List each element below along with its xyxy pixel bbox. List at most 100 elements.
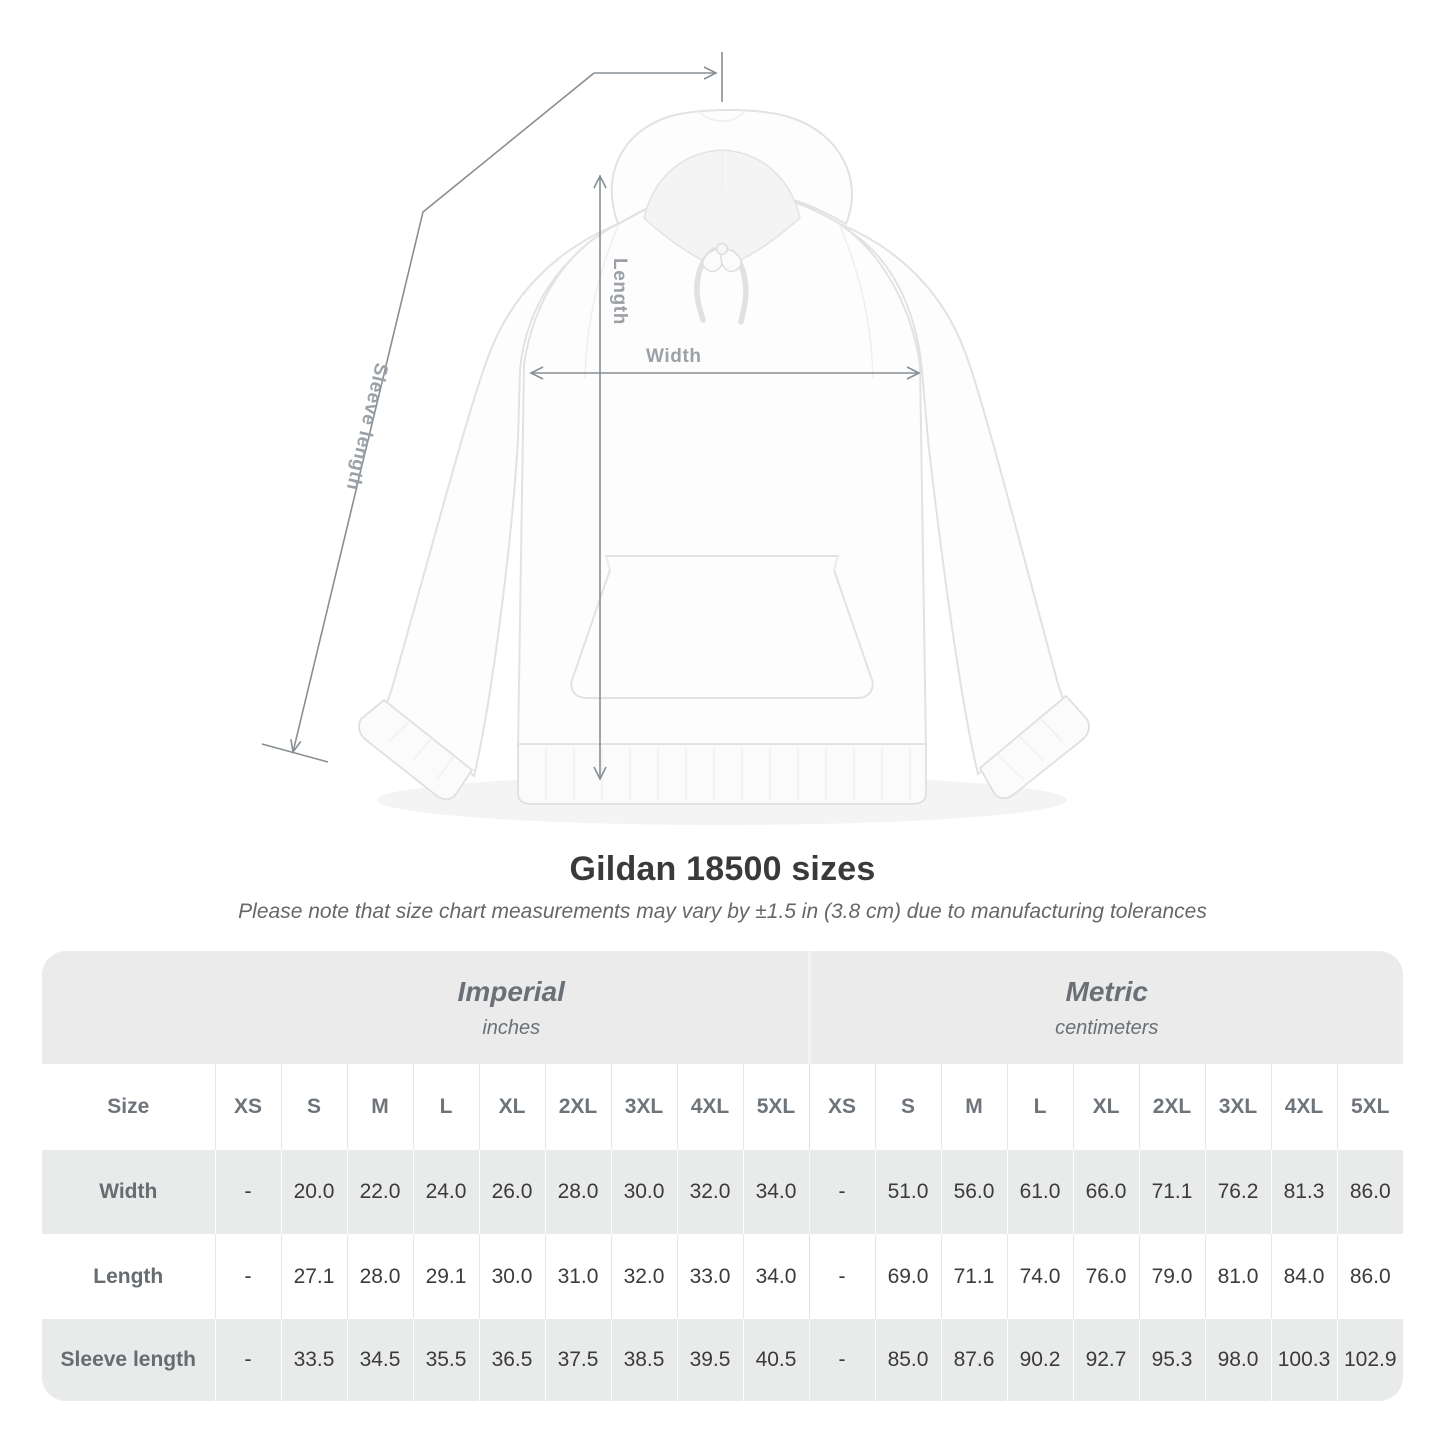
length-arrow-icon (593, 174, 607, 781)
hoodie-right-cuff (978, 694, 1090, 800)
section-header-spacer (42, 951, 215, 1064)
length-imperial-value: 32.0 (610, 1234, 677, 1319)
size-header: M (346, 1064, 413, 1150)
size-chart-card: Imperial inches Metric centimeters Size … (42, 951, 1403, 1401)
length-imperial-value: 30.0 (478, 1234, 545, 1319)
length-imperial-value: 29.1 (412, 1234, 479, 1319)
metric-section-title: Metric (1065, 975, 1148, 1007)
length-row: Length - 27.1 28.0 29.1 30.0 31.0 32.0 3… (42, 1234, 1403, 1319)
length-metric-value: 69.0 (874, 1234, 941, 1319)
imperial-section-title: Imperial (457, 975, 565, 1007)
section-header-row: Imperial inches Metric centimeters (42, 951, 1403, 1064)
length-imperial-value: 33.0 (676, 1234, 743, 1319)
sleeve-imperial-value: 38.5 (610, 1319, 677, 1401)
page-title: Gildan 18500 sizes (569, 850, 876, 888)
hoodie-diagram: Length Width Sleeve length (261, 52, 1090, 825)
size-column-label: Size (107, 1095, 150, 1118)
width-metric-value: - (808, 1150, 875, 1234)
width-imperial-value: 20.0 (280, 1150, 347, 1234)
size-header: M (940, 1064, 1007, 1150)
sleeve-length-row: Sleeve length - 33.5 34.5 35.5 36.5 37.5… (42, 1319, 1403, 1401)
hoodie-hem-band (517, 743, 927, 805)
width-imperial-value: 28.0 (544, 1150, 611, 1234)
length-metric-value: 74.0 (1006, 1234, 1073, 1319)
cuff-rib-lines (388, 717, 1064, 781)
sleeve-metric-value: 90.2 (1006, 1319, 1073, 1401)
size-header: XS (808, 1064, 875, 1150)
row-label-sleeve-length: Sleeve length (60, 1348, 196, 1371)
hood-drawstrings (694, 242, 749, 325)
length-measure-label: Length (609, 258, 630, 325)
hoodie-left-cuff (358, 698, 474, 801)
length-imperial-value: 27.1 (280, 1234, 347, 1319)
size-header: XL (478, 1064, 545, 1150)
width-imperial-value: 22.0 (346, 1150, 413, 1234)
width-metric-value: 51.0 (874, 1150, 941, 1234)
length-imperial-value: - (214, 1234, 281, 1319)
size-header: 5XL (1336, 1064, 1403, 1150)
size-header: L (1006, 1064, 1073, 1150)
hoodie-measurement-figure: Length Width Sleeve length (261, 52, 1090, 825)
size-header: S (280, 1064, 347, 1150)
hood-top-seam (699, 111, 745, 122)
imperial-section-header: Imperial inches (215, 951, 809, 1064)
tolerance-note: Please note that size chart measurements… (238, 900, 1207, 923)
sleeve-imperial-value: 34.5 (346, 1319, 413, 1401)
width-imperial-value: 26.0 (478, 1150, 545, 1234)
metric-section-header: Metric centimeters (807, 951, 1403, 1064)
width-imperial-value: 30.0 (610, 1150, 677, 1234)
size-chart-table: Imperial inches Metric centimeters Size … (42, 951, 1403, 1401)
sleeve-metric-value: 87.6 (940, 1319, 1007, 1401)
length-metric-value: 79.0 (1138, 1234, 1205, 1319)
size-guide-page: Length Width Sleeve length Gildan 18500 … (42, 52, 1403, 1401)
sleeve-metric-value: 100.3 (1270, 1319, 1337, 1401)
width-metric-value: 71.1 (1138, 1150, 1205, 1234)
length-metric-value: - (808, 1234, 875, 1319)
sleeve-metric-value: 92.7 (1072, 1319, 1139, 1401)
sleeve-imperial-value: 36.5 (478, 1319, 545, 1401)
sleeve-metric-value: 95.3 (1138, 1319, 1205, 1401)
hoodie-left-sleeve (384, 222, 619, 778)
size-header: XL (1072, 1064, 1139, 1150)
width-metric-value: 61.0 (1006, 1150, 1073, 1234)
imperial-section-unit: inches (482, 1016, 541, 1039)
sleeve-metric-value: 102.9 (1336, 1319, 1403, 1401)
sleeve-metric-value: 85.0 (874, 1319, 941, 1401)
hoodie-right-sleeve (839, 222, 1066, 776)
sleeve-imperial-value: 35.5 (412, 1319, 479, 1401)
width-metric-value: 56.0 (940, 1150, 1007, 1234)
hem-rib-lines (545, 748, 911, 800)
width-imperial-value: 24.0 (412, 1150, 479, 1234)
length-metric-value: 81.0 (1204, 1234, 1271, 1319)
sleeve-imperial-value: 33.5 (280, 1319, 347, 1401)
metric-section-unit: centimeters (1055, 1016, 1159, 1039)
sleeve-imperial-value: 39.5 (676, 1319, 743, 1401)
width-imperial-value: 32.0 (676, 1150, 743, 1234)
size-header: 2XL (544, 1064, 611, 1150)
row-label-width: Width (99, 1180, 158, 1203)
length-imperial-value: 34.0 (742, 1234, 809, 1319)
size-header-row: Size XS S M L XL 2XL 3XL 4XL 5XL XS S M … (42, 1064, 1403, 1150)
size-header: 3XL (610, 1064, 677, 1150)
pocket-right-opening (833, 555, 839, 571)
width-metric-value: 76.2 (1204, 1150, 1271, 1234)
hood-opening (643, 149, 801, 263)
sleeve-imperial-value: - (214, 1319, 281, 1401)
size-header: XS (214, 1064, 281, 1150)
size-header: 4XL (676, 1064, 743, 1150)
size-header: 3XL (1204, 1064, 1271, 1150)
width-row: Width - 20.0 22.0 24.0 26.0 28.0 30.0 32… (42, 1150, 1403, 1234)
hoodie-pocket (570, 555, 874, 699)
width-imperial-value: - (214, 1150, 281, 1234)
length-metric-value: 84.0 (1270, 1234, 1337, 1319)
size-header: L (412, 1064, 479, 1150)
width-imperial-value: 34.0 (742, 1150, 809, 1234)
width-metric-value: 66.0 (1072, 1150, 1139, 1234)
length-metric-value: 76.0 (1072, 1234, 1139, 1319)
size-header: S (874, 1064, 941, 1150)
sleeve-imperial-value: 40.5 (742, 1319, 809, 1401)
length-imperial-value: 31.0 (544, 1234, 611, 1319)
sleeve-imperial-value: 37.5 (544, 1319, 611, 1401)
size-header: 5XL (742, 1064, 809, 1150)
right-armhole-seam (839, 225, 874, 379)
